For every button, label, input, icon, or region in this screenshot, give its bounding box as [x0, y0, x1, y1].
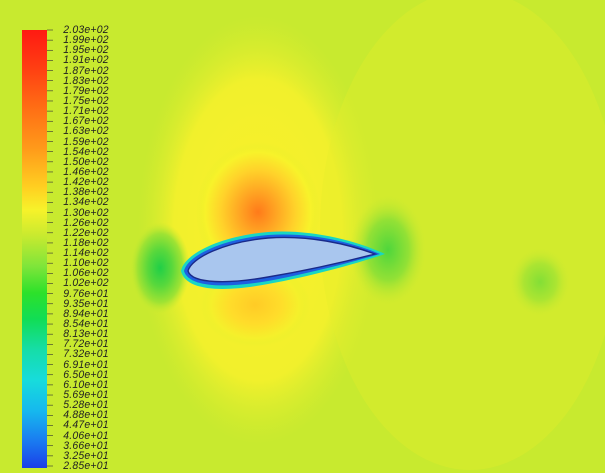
colorbar-label: 1.30e+02 — [63, 206, 109, 219]
wake-lobe-trailing — [350, 195, 426, 305]
colorbar-label: 1.59e+02 — [63, 135, 109, 148]
colorbar-label: 1.06e+02 — [63, 267, 109, 280]
colorbar-label: 1.87e+02 — [63, 64, 109, 77]
colorbar-label: 1.14e+02 — [63, 247, 109, 260]
downstream-spot — [510, 248, 570, 316]
colorbar-label: 1.26e+02 — [63, 216, 109, 229]
colorbar-label: 4.88e+01 — [63, 409, 109, 422]
airfoil-body — [187, 236, 378, 283]
colorbar-label: 4.47e+01 — [63, 419, 109, 432]
colorbar-label: 1.95e+02 — [63, 44, 109, 57]
stagnation-lobe-leading — [130, 222, 190, 314]
colorbar-label: 1.22e+02 — [63, 226, 109, 239]
colorbar-label: 1.79e+02 — [63, 84, 109, 97]
colorbar-label: 1.10e+02 — [63, 257, 109, 270]
colorbar-label: 1.91e+02 — [63, 54, 109, 67]
colorbar-label: 1.38e+02 — [63, 186, 109, 199]
colorbar-label: 1.75e+02 — [63, 94, 109, 107]
colorbar-label: 6.10e+01 — [63, 378, 109, 391]
pressure-lobe-right — [320, 0, 605, 470]
colorbar-label: 2.03e+02 — [63, 24, 109, 36]
colorbar-label: 5.28e+01 — [63, 399, 109, 412]
colorbar-label: 1.18e+02 — [63, 236, 109, 249]
colorbar-label: 1.83e+02 — [63, 74, 109, 87]
colorbar-ticks — [47, 29, 53, 467]
colorbar-label: 1.54e+02 — [63, 145, 109, 158]
colorbar-label: 1.42e+02 — [63, 176, 109, 189]
colorbar-label: 1.34e+02 — [63, 196, 109, 209]
colorbar-label: 7.32e+01 — [63, 348, 109, 361]
colorbar-label: 1.99e+02 — [63, 34, 109, 47]
colorbar-label: 2.85e+01 — [63, 460, 109, 472]
colorbar-label: 6.91e+01 — [63, 358, 109, 371]
colorbar-label: 5.69e+01 — [63, 389, 109, 402]
colorbar-label: 1.50e+02 — [63, 155, 109, 168]
colorbar-label: 1.02e+02 — [63, 277, 109, 290]
colorbar-label: 1.71e+02 — [63, 105, 109, 118]
colorbar-label: 3.66e+01 — [63, 439, 109, 452]
colorbar-label: 1.67e+02 — [63, 115, 109, 128]
colorbar-label: 7.72e+01 — [63, 338, 109, 351]
colorbar-label: 9.76e+01 — [63, 287, 109, 300]
colorbar-label: 8.13e+01 — [63, 328, 109, 341]
colorbar-label: 8.94e+01 — [63, 307, 109, 320]
colorbar-label: 4.06e+01 — [63, 429, 109, 442]
colorbar-label: 1.63e+02 — [63, 125, 109, 138]
colorbar-label: 8.54e+01 — [63, 318, 109, 331]
colorbar-label: 6.50e+01 — [63, 368, 109, 381]
colorbar — [22, 30, 47, 468]
colorbar-label: 3.25e+01 — [63, 449, 109, 462]
colorbar-label: 1.46e+02 — [63, 165, 109, 178]
colorbar-label: 9.35e+01 — [63, 297, 109, 310]
